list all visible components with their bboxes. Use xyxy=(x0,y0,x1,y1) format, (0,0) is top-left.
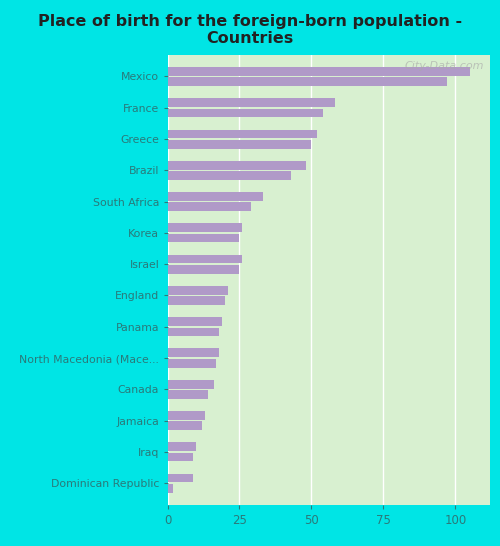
Bar xyxy=(168,442,196,451)
Bar xyxy=(168,348,220,357)
Bar xyxy=(168,390,208,399)
Bar xyxy=(168,453,194,461)
Bar xyxy=(168,98,334,107)
Bar xyxy=(168,203,251,211)
Bar xyxy=(168,109,323,117)
Bar xyxy=(168,171,292,180)
Text: Place of birth for the foreign-born population -
Countries: Place of birth for the foreign-born popu… xyxy=(38,14,462,46)
Bar xyxy=(168,296,225,305)
Bar xyxy=(168,234,240,242)
Bar xyxy=(168,78,447,86)
Bar xyxy=(168,380,214,389)
Bar xyxy=(168,359,216,367)
Bar xyxy=(168,140,312,149)
Bar xyxy=(168,161,306,170)
Bar xyxy=(168,286,228,295)
Bar xyxy=(168,265,240,274)
Bar xyxy=(168,129,317,138)
Text: City-Data.com: City-Data.com xyxy=(404,61,483,72)
Bar xyxy=(168,422,202,430)
Bar xyxy=(168,254,242,263)
Bar xyxy=(168,484,173,492)
Bar xyxy=(168,328,220,336)
Bar xyxy=(168,223,242,232)
Bar xyxy=(168,317,222,326)
Bar xyxy=(168,411,205,420)
Bar xyxy=(168,192,262,201)
Bar xyxy=(168,67,470,76)
Bar xyxy=(168,473,194,482)
